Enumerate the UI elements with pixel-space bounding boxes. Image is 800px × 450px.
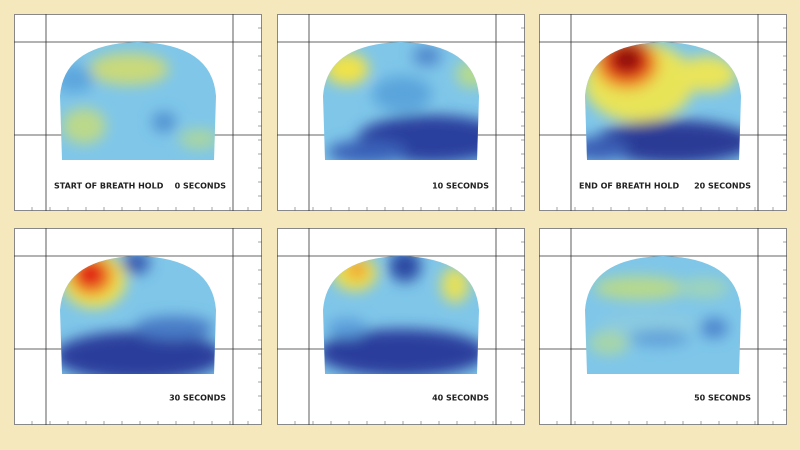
blob bbox=[612, 46, 642, 72]
blob bbox=[700, 318, 728, 338]
lung-image bbox=[60, 256, 216, 374]
panel-time: 20 SECONDS bbox=[694, 182, 751, 191]
blob bbox=[677, 56, 737, 92]
blob bbox=[599, 313, 699, 333]
blob bbox=[62, 108, 106, 144]
blob bbox=[323, 329, 479, 374]
blob bbox=[327, 140, 407, 160]
panel: 50 SECONDS bbox=[539, 228, 787, 425]
panel: END OF BREATH HOLD 20 SECONDS bbox=[539, 14, 787, 211]
lung-image bbox=[585, 256, 741, 374]
lung-image bbox=[60, 42, 216, 160]
blob bbox=[441, 267, 469, 303]
blob bbox=[679, 278, 729, 298]
panel-label: START OF BREATH HOLD bbox=[54, 182, 164, 191]
blob bbox=[594, 120, 741, 160]
blob bbox=[327, 318, 367, 338]
panel-time: 40 SECONDS bbox=[432, 394, 489, 403]
blob bbox=[413, 46, 441, 66]
image-blobs bbox=[589, 276, 729, 355]
blob bbox=[585, 137, 629, 160]
blob bbox=[60, 331, 216, 374]
blob bbox=[122, 256, 150, 274]
blob bbox=[456, 60, 479, 88]
panel-label: END OF BREATH HOLD bbox=[579, 182, 679, 191]
blob bbox=[594, 276, 684, 300]
blob bbox=[89, 53, 169, 85]
blob bbox=[152, 112, 176, 132]
blob bbox=[629, 330, 689, 346]
lung-image bbox=[585, 42, 741, 160]
blob bbox=[389, 256, 421, 282]
panel: 30 SECONDS bbox=[14, 228, 262, 425]
blob bbox=[372, 76, 432, 112]
blob bbox=[589, 331, 629, 355]
lung-image bbox=[323, 256, 479, 374]
image-blobs bbox=[60, 256, 216, 374]
panel-time: 30 SECONDS bbox=[169, 394, 226, 403]
panel: 10 SECONDS bbox=[277, 14, 525, 211]
panel-time: 10 SECONDS bbox=[432, 182, 489, 191]
panel-time: 0 SECONDS bbox=[175, 182, 227, 191]
blob bbox=[134, 316, 214, 340]
panel-time: 50 SECONDS bbox=[694, 394, 751, 403]
image-blobs bbox=[585, 42, 741, 160]
image-blobs bbox=[325, 46, 479, 160]
panel: START OF BREATH HOLD 0 SECONDS bbox=[14, 14, 262, 211]
lung-image bbox=[323, 42, 479, 160]
blob bbox=[179, 129, 216, 149]
panel: 40 SECONDS bbox=[277, 228, 525, 425]
